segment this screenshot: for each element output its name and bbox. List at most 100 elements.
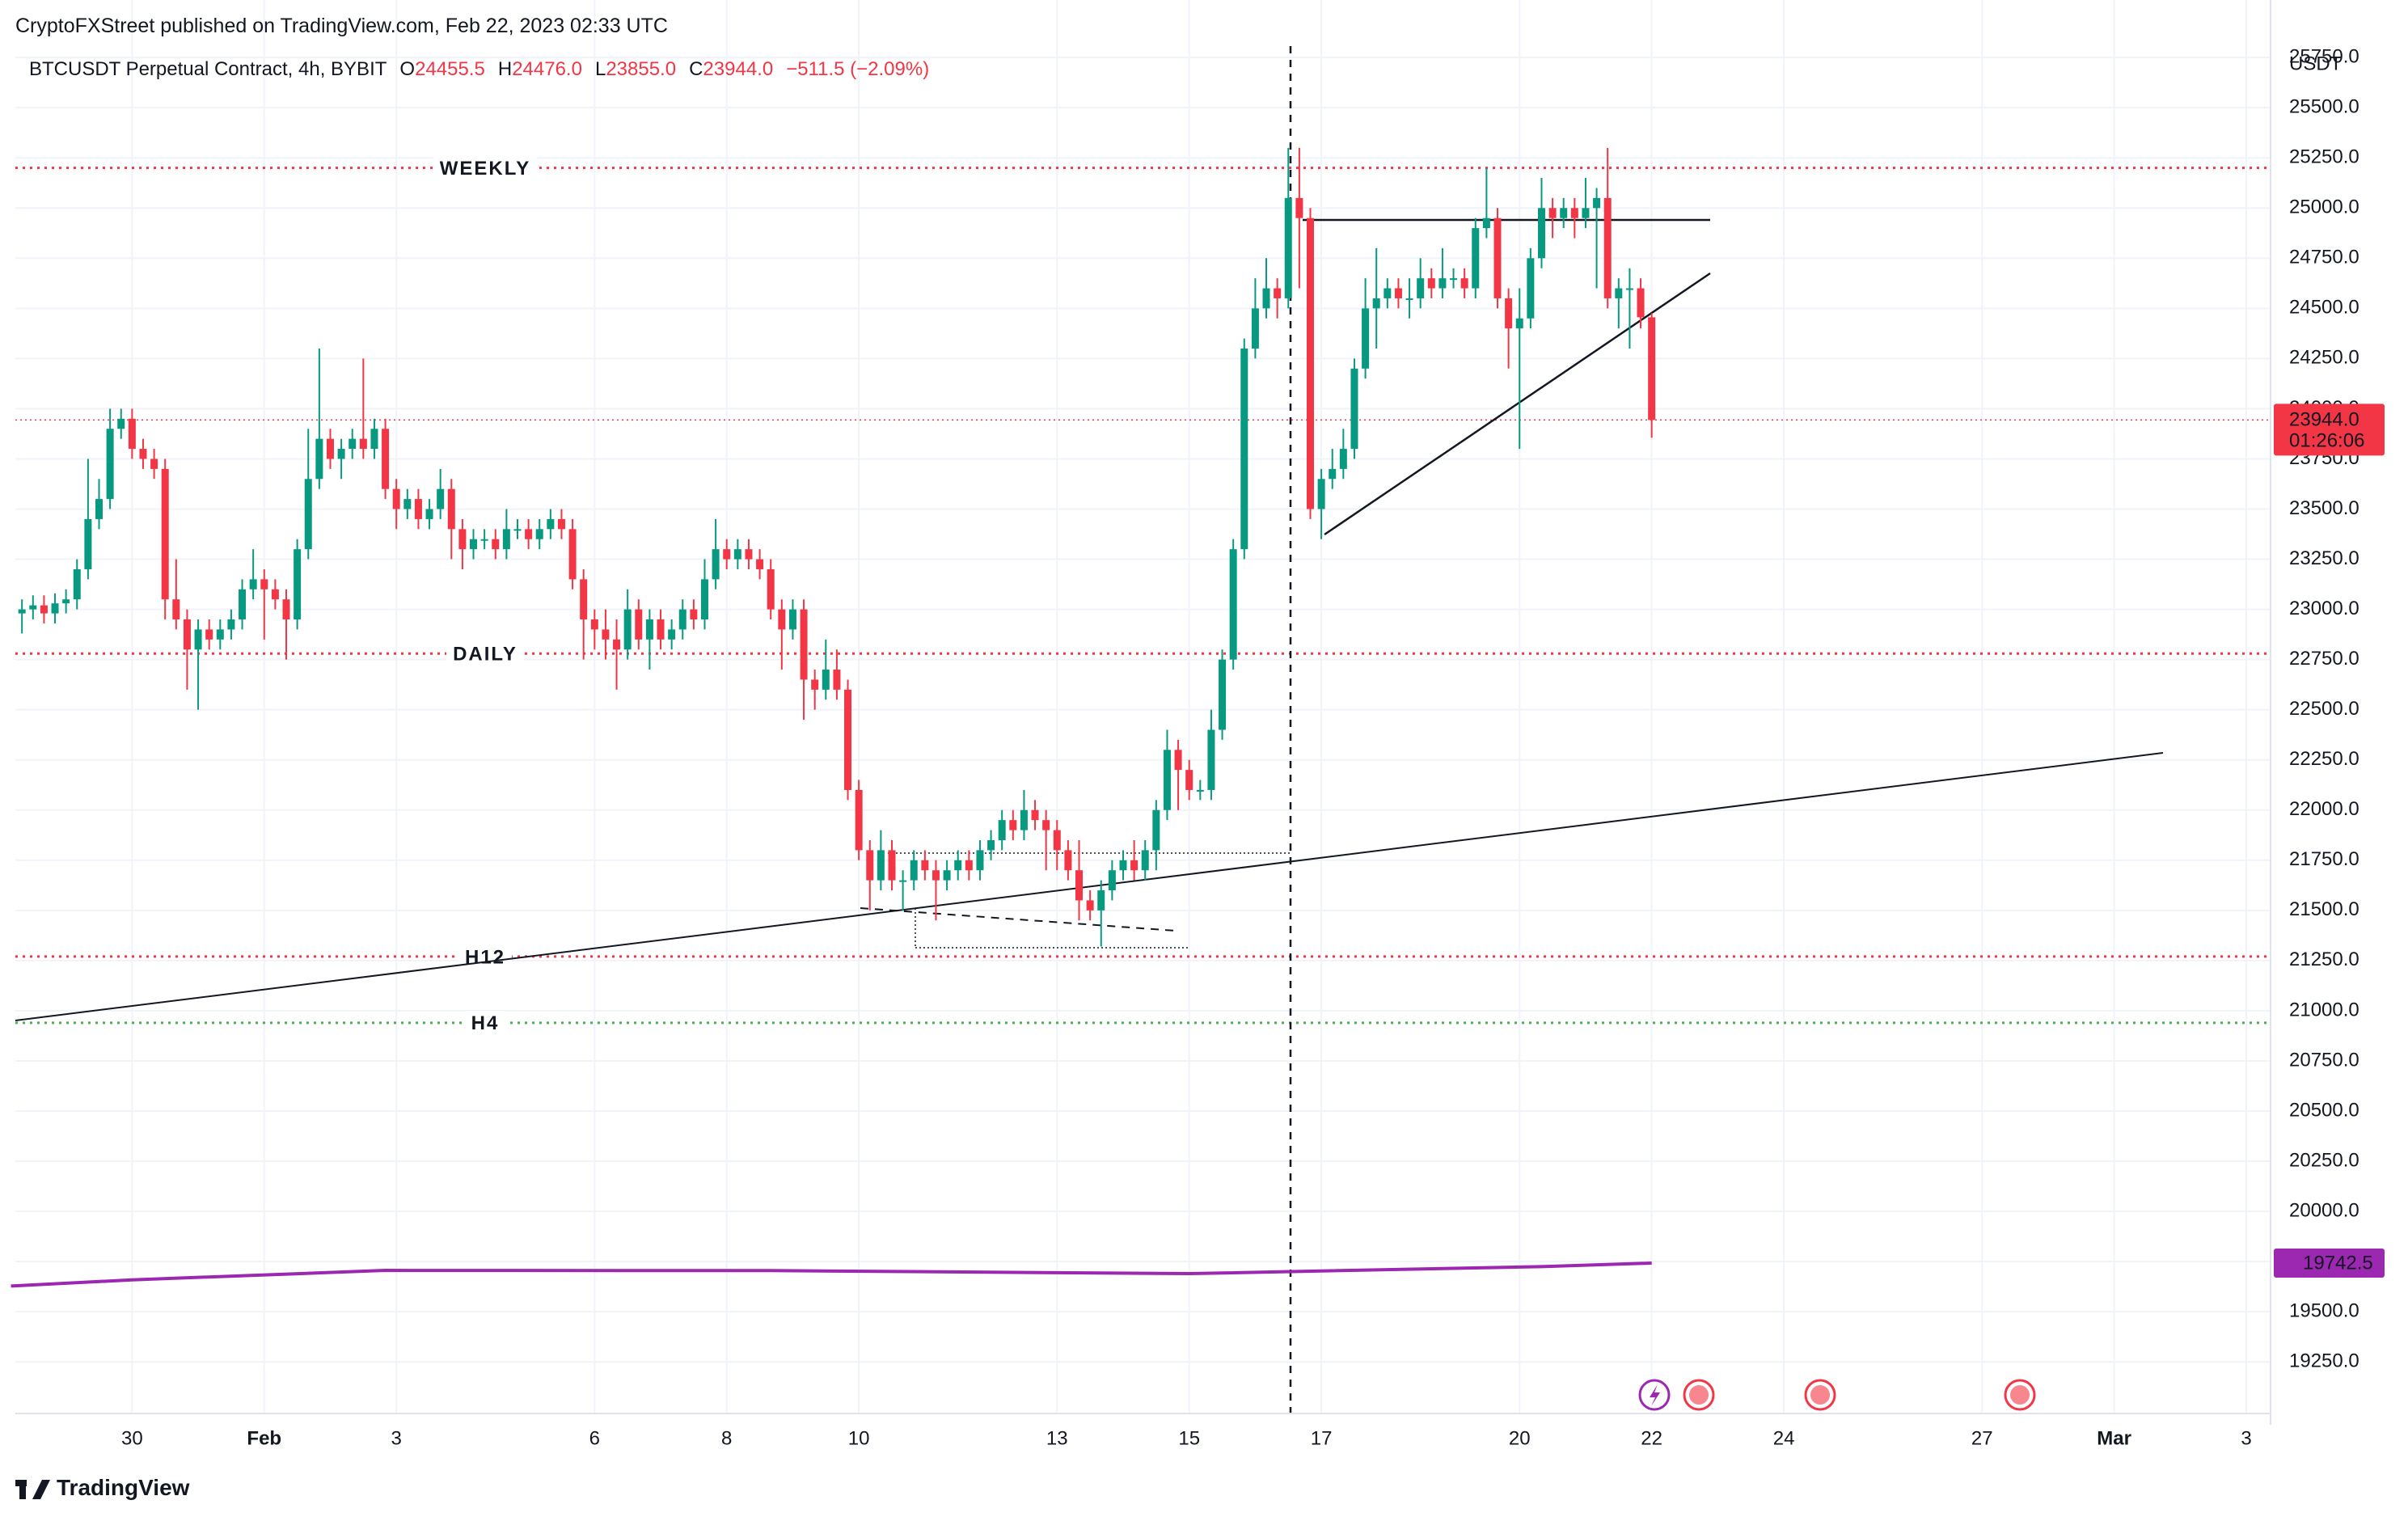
y-tick-label: 21250.0	[2289, 949, 2359, 970]
field-key: C	[689, 58, 703, 80]
candle-body	[723, 549, 731, 560]
candle-body	[1603, 197, 1612, 298]
candle-body	[227, 619, 235, 630]
y-tick-label: 24750.0	[2289, 247, 2359, 268]
candle-body	[425, 509, 433, 519]
ma-tag-label: 19742.5	[2303, 1252, 2373, 1274]
candle-body	[106, 429, 114, 500]
candle-body	[1306, 218, 1314, 509]
candle-body	[965, 860, 973, 871]
candle-body	[1240, 348, 1248, 550]
candle-body	[1515, 318, 1523, 329]
candle-body	[492, 539, 500, 550]
level-label: H4	[471, 1012, 500, 1034]
candle-body	[1362, 308, 1370, 369]
y-tick-label: 21750.0	[2289, 848, 2359, 870]
field-key: L	[594, 58, 606, 80]
candle-body	[216, 629, 224, 640]
event-glyph	[1810, 1385, 1830, 1405]
candle-body	[315, 438, 323, 480]
candle-body	[590, 619, 598, 630]
candle-body	[1274, 288, 1282, 298]
candle-body	[62, 599, 70, 604]
candle-body	[326, 438, 334, 459]
candle-body	[150, 458, 158, 469]
ohlc: O24455.5 H24476.0 L23855.0 C23944.0	[387, 58, 773, 80]
publisher: CryptoFXStreet published on TradingView.…	[15, 15, 668, 37]
candle-body	[51, 603, 59, 614]
candle-body	[1570, 208, 1578, 218]
candle-body	[1295, 197, 1303, 218]
candle-body	[568, 529, 577, 580]
candle-body	[1648, 317, 1656, 420]
y-tick-label: 23250.0	[2289, 547, 2359, 569]
x-tick-label: 22	[1641, 1427, 1662, 1449]
candle-body	[1174, 750, 1182, 771]
y-tick-label: 20750.0	[2289, 1049, 2359, 1071]
logo-mark	[19, 1480, 26, 1499]
y-tick-label: 22000.0	[2289, 798, 2359, 820]
candle-body	[1527, 258, 1535, 319]
candle-body	[1064, 850, 1072, 871]
candle-body	[349, 438, 357, 450]
candle-body	[1196, 789, 1204, 792]
level-label: WEEKLY	[440, 158, 530, 180]
candle-body	[700, 579, 708, 620]
candle-body	[954, 860, 962, 871]
candle-body	[1053, 830, 1061, 851]
candle-body	[800, 609, 808, 680]
level-label-bg	[464, 1011, 506, 1037]
y-tick-label: 24250.0	[2289, 347, 2359, 369]
candle-body	[1317, 479, 1325, 509]
candle-body	[635, 609, 643, 640]
y-tick-label: 25750.0	[2289, 45, 2359, 67]
candle-body	[733, 549, 741, 560]
candle-body	[943, 870, 951, 881]
candle-body	[382, 429, 390, 489]
candle-body	[668, 629, 676, 640]
y-tick-label: 21500.0	[2289, 898, 2359, 920]
level-label-bg	[446, 641, 524, 667]
candle-body	[525, 529, 533, 539]
candle-body	[1130, 860, 1139, 871]
y-tick-label: 25500.0	[2289, 96, 2359, 118]
candle-body	[866, 850, 874, 881]
candle-body	[1152, 809, 1160, 851]
candle-body	[392, 488, 400, 509]
candle-body	[194, 629, 202, 650]
candle-body	[1593, 197, 1601, 209]
candle-body	[470, 539, 478, 550]
candle-body	[359, 438, 367, 450]
candle-body	[712, 549, 720, 580]
y-tick-label: 22250.0	[2289, 748, 2359, 770]
level-label: DAILY	[453, 644, 518, 666]
y-tick-label: 24500.0	[2289, 297, 2359, 319]
y-tick-label: 19250.0	[2289, 1350, 2359, 1372]
x-tick-label: 8	[721, 1427, 732, 1449]
candle-body	[1031, 809, 1039, 821]
candle-body	[282, 599, 290, 620]
candle-body	[84, 518, 92, 569]
x-tick-label: Feb	[247, 1427, 281, 1449]
candle-body	[788, 609, 796, 630]
candle-body	[73, 568, 81, 600]
candle-body	[1020, 809, 1028, 830]
candle-body	[95, 499, 103, 519]
candle-body	[767, 568, 775, 610]
candle-body	[1417, 278, 1425, 298]
candle-body	[645, 619, 653, 640]
candle-body	[899, 880, 907, 882]
logo-mark	[32, 1480, 50, 1499]
candle-body	[1329, 468, 1337, 480]
candle-body	[1086, 900, 1094, 911]
candle-body	[1472, 228, 1480, 289]
candle-body	[458, 529, 467, 550]
ma-tag	[2274, 1248, 2385, 1278]
y-tick-label: 23500.0	[2289, 497, 2359, 519]
candle-body	[117, 418, 125, 429]
candle-body	[1625, 288, 1633, 290]
candle-body	[1229, 549, 1237, 660]
candle-body	[1548, 208, 1557, 218]
